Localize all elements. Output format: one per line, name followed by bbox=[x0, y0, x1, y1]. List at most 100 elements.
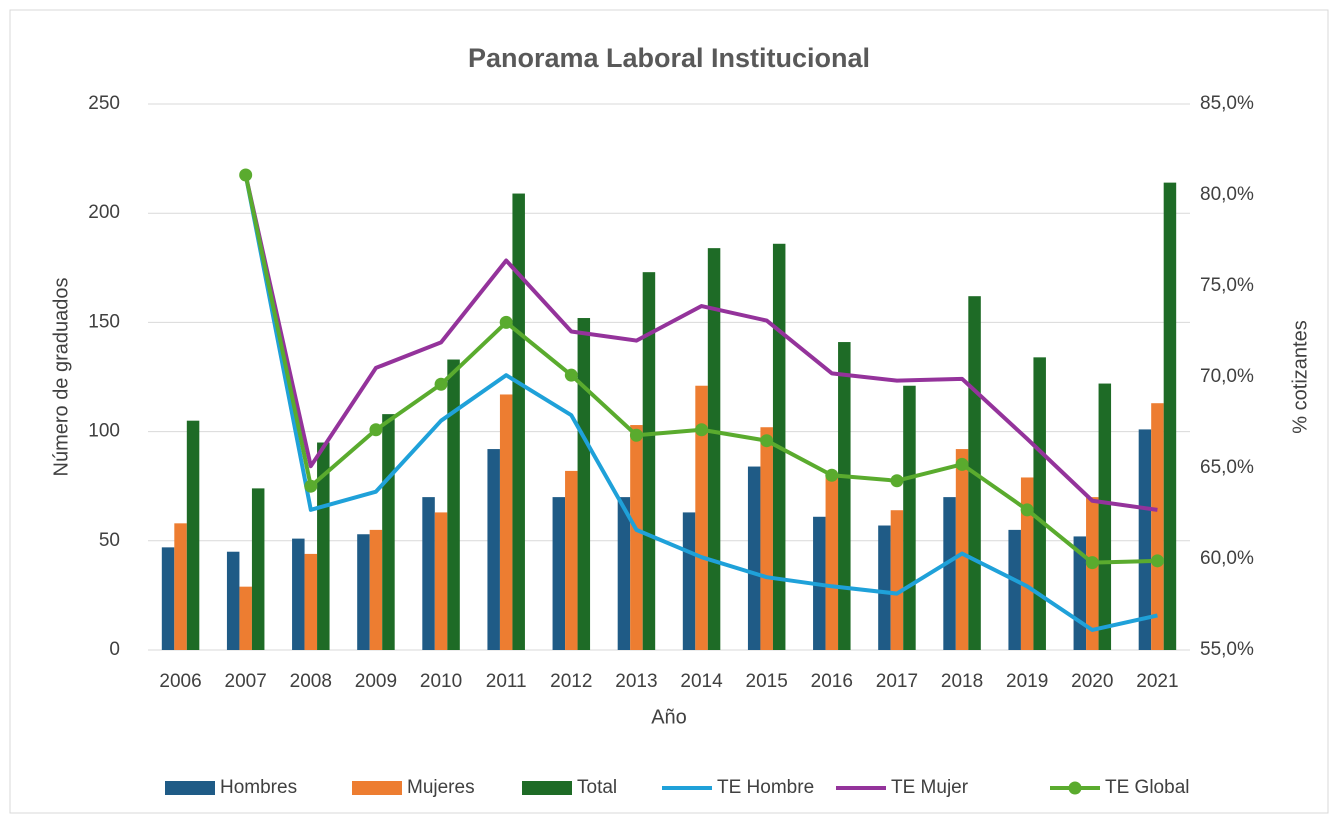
bar bbox=[747, 466, 761, 650]
y2-tick-label: 60,0% bbox=[1200, 548, 1254, 569]
bar bbox=[447, 359, 460, 650]
y2-tick-label: 80,0% bbox=[1200, 184, 1254, 205]
x-tick-label: 2011 bbox=[486, 671, 527, 692]
legend-label: Mujeres bbox=[407, 777, 475, 798]
bar bbox=[825, 475, 839, 650]
y-tick-label: 200 bbox=[88, 202, 120, 223]
bar bbox=[434, 512, 448, 650]
x-tick-label: 2010 bbox=[420, 671, 462, 692]
chart-title: Panorama Laboral Institucional bbox=[468, 43, 870, 73]
bar bbox=[1020, 477, 1034, 650]
x-tick-label: 2016 bbox=[811, 671, 853, 692]
bar bbox=[512, 193, 525, 650]
x-tick-label: 2018 bbox=[941, 671, 983, 692]
line-marker bbox=[695, 423, 709, 437]
y2-axis-label: % cotizantes bbox=[1289, 320, 1311, 433]
legend-label: Total bbox=[577, 777, 617, 798]
x-tick-label: 2007 bbox=[225, 671, 267, 692]
x-tick-label: 2012 bbox=[550, 671, 592, 692]
bar bbox=[682, 512, 696, 650]
y2-tick-label: 70,0% bbox=[1200, 366, 1254, 387]
bar bbox=[422, 497, 435, 650]
x-tick-label: 2021 bbox=[1136, 671, 1178, 692]
line-marker bbox=[825, 468, 839, 482]
line-marker bbox=[369, 423, 383, 437]
bar bbox=[552, 497, 566, 650]
x-tick-label: 2014 bbox=[680, 671, 723, 692]
bar bbox=[890, 510, 904, 650]
x-tick-label: 2017 bbox=[876, 671, 918, 692]
y2-tick-label: 75,0% bbox=[1200, 275, 1254, 296]
line-marker bbox=[304, 479, 318, 493]
y2-tick-label: 55,0% bbox=[1200, 639, 1254, 660]
y-tick-label: 0 bbox=[109, 639, 120, 660]
line-marker bbox=[1085, 556, 1099, 570]
y-tick-label: 150 bbox=[88, 311, 120, 332]
x-axis-label: Año bbox=[651, 706, 687, 728]
bar bbox=[1086, 497, 1099, 650]
x-tick-label: 2008 bbox=[290, 671, 332, 692]
legend-swatch bbox=[165, 781, 215, 795]
bar bbox=[161, 547, 175, 650]
legend-label: Hombres bbox=[220, 777, 297, 798]
bar bbox=[1008, 529, 1021, 650]
bar bbox=[174, 523, 187, 650]
bar bbox=[617, 497, 631, 650]
bar bbox=[239, 586, 252, 650]
bar bbox=[642, 272, 656, 650]
bar bbox=[943, 497, 956, 650]
line-marker bbox=[1020, 503, 1034, 517]
line bbox=[243, 174, 1158, 632]
line bbox=[243, 174, 1158, 512]
bar bbox=[487, 449, 500, 650]
chart-frame bbox=[9, 9, 1329, 814]
bar bbox=[369, 529, 383, 650]
bar bbox=[630, 425, 643, 650]
line-marker bbox=[1150, 554, 1164, 568]
bar bbox=[903, 385, 916, 650]
x-tick-label: 2006 bbox=[159, 671, 201, 692]
legend-swatch bbox=[522, 781, 572, 795]
line-marker bbox=[629, 428, 643, 442]
line-marker bbox=[499, 315, 513, 329]
bar bbox=[1138, 429, 1152, 650]
legend-label: TE Hombre bbox=[717, 777, 814, 798]
bar bbox=[251, 488, 265, 650]
line-marker bbox=[239, 168, 253, 182]
bar bbox=[1033, 357, 1046, 650]
y-tick-label: 50 bbox=[99, 530, 120, 551]
x-tick-label: 2009 bbox=[355, 671, 397, 692]
x-tick-label: 2020 bbox=[1071, 671, 1113, 692]
bar bbox=[1151, 403, 1164, 650]
legend-marker bbox=[1068, 781, 1082, 795]
bar bbox=[304, 553, 318, 650]
bar bbox=[760, 427, 773, 650]
bar bbox=[565, 470, 578, 650]
legend-label: TE Global bbox=[1105, 777, 1189, 798]
bar bbox=[577, 318, 591, 650]
line-marker bbox=[890, 474, 904, 488]
bar bbox=[838, 342, 851, 650]
x-tick-label: 2013 bbox=[615, 671, 657, 692]
y2-tick-label: 65,0% bbox=[1200, 457, 1254, 478]
bar bbox=[186, 420, 200, 650]
legend-label: TE Mujer bbox=[891, 777, 969, 798]
line-marker bbox=[760, 434, 774, 448]
bar bbox=[382, 414, 395, 650]
y-tick-label: 100 bbox=[88, 421, 120, 442]
x-tick-label: 2015 bbox=[746, 671, 788, 692]
bar bbox=[1163, 182, 1177, 650]
bar bbox=[1098, 383, 1112, 650]
y-tick-label: 250 bbox=[88, 93, 120, 114]
y-axis-label: Número de graduados bbox=[50, 277, 72, 476]
bar bbox=[878, 525, 891, 650]
bar bbox=[695, 385, 708, 650]
y2-tick-label: 85,0% bbox=[1200, 93, 1254, 114]
bar bbox=[357, 534, 370, 650]
x-tick-label: 2019 bbox=[1006, 671, 1048, 692]
bar bbox=[499, 394, 513, 650]
legend-swatch bbox=[352, 781, 402, 795]
line-marker bbox=[564, 368, 578, 382]
